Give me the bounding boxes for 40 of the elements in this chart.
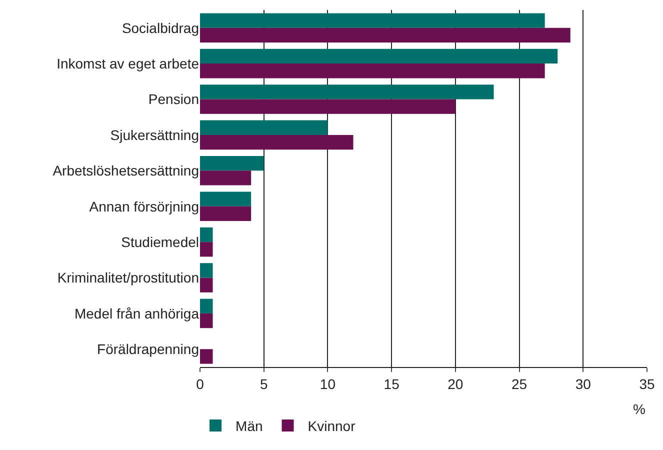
bar: [200, 227, 213, 242]
bar: [200, 156, 264, 171]
x-tick-label: 10: [320, 376, 336, 392]
bar: [200, 242, 213, 257]
bar: [200, 192, 252, 206]
x-tick-label: 30: [575, 376, 592, 392]
legend-label: Män: [236, 418, 263, 434]
legend-label: Kvinnor: [308, 418, 356, 434]
y-tick-label: Kriminalitet/prostitution: [57, 270, 199, 286]
x-tick-label: 5: [260, 376, 268, 392]
y-tick-label: Inkomst av eget arbete: [56, 55, 200, 72]
x-axis-title: %: [633, 401, 646, 417]
x-tick-label: 15: [384, 376, 400, 392]
y-tick-label: Pension: [148, 91, 199, 108]
y-tick-label: Arbetslöshetsersättning: [52, 162, 199, 179]
y-tick-label: Föräldrapenning: [97, 341, 199, 358]
y-tick-label: Socialbidrag: [122, 20, 199, 36]
y-tick-label: Sjukersättning: [110, 126, 199, 143]
bar: [200, 13, 545, 28]
bar: [200, 170, 252, 186]
bar: [200, 278, 213, 292]
y-tick-label: Medel från anhöriga: [74, 305, 200, 322]
bar: [200, 120, 328, 135]
y-tick-label: Annan försörjning: [89, 198, 199, 214]
bar: [200, 48, 558, 64]
bar: [200, 298, 213, 314]
x-tick-label: 20: [448, 376, 464, 392]
bar: [200, 28, 570, 42]
y-tick-label: Studiemedel: [121, 234, 199, 250]
x-tick-label: 35: [639, 376, 655, 392]
bar: [200, 99, 456, 114]
bar: [200, 263, 213, 278]
bar: [200, 349, 213, 364]
bar: [200, 84, 494, 100]
bar: [200, 134, 354, 150]
bar: [200, 313, 213, 328]
x-tick-label: 0: [196, 376, 204, 392]
bar: [200, 64, 545, 78]
bar: [200, 206, 252, 221]
x-tick-label: 25: [512, 376, 528, 392]
